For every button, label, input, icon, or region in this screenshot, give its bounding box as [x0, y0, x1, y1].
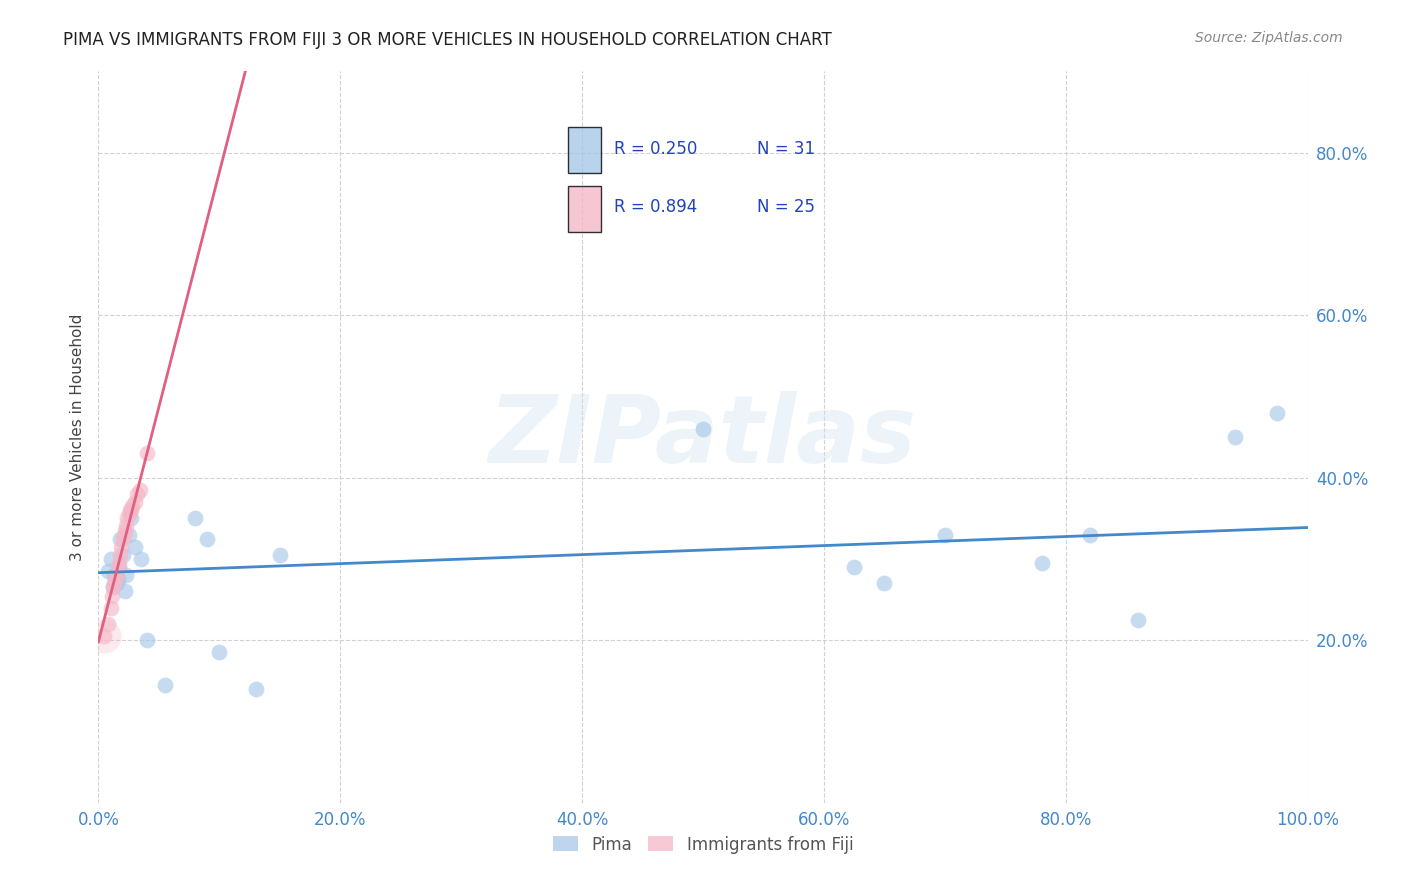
Point — [118, 527, 141, 541]
Point — [101, 581, 124, 595]
Point — [1031, 556, 1053, 570]
Point — [112, 527, 135, 541]
Point — [124, 540, 146, 554]
Point — [195, 532, 218, 546]
Point — [101, 581, 124, 595]
Point — [124, 495, 146, 509]
Point — [103, 576, 125, 591]
Point — [115, 568, 138, 582]
Point — [120, 511, 142, 525]
Point — [184, 511, 207, 525]
Point — [118, 508, 141, 522]
Point — [107, 572, 129, 586]
Point — [208, 645, 231, 659]
Point — [1078, 527, 1101, 541]
Point — [117, 511, 139, 525]
Point — [108, 548, 131, 562]
Point — [127, 487, 149, 501]
Point — [135, 633, 157, 648]
Point — [107, 560, 129, 574]
Point — [1223, 430, 1246, 444]
Point — [1267, 406, 1289, 420]
Y-axis label: 3 or more Vehicles in Household: 3 or more Vehicles in Household — [69, 313, 84, 561]
Point — [104, 572, 127, 586]
Point — [844, 560, 866, 574]
Point — [110, 540, 132, 554]
Point — [245, 681, 267, 696]
Text: PIMA VS IMMIGRANTS FROM FIJI 3 OR MORE VEHICLES IN HOUSEHOLD CORRELATION CHART: PIMA VS IMMIGRANTS FROM FIJI 3 OR MORE V… — [63, 31, 832, 49]
Point — [105, 576, 128, 591]
Point — [692, 422, 714, 436]
Point — [934, 527, 956, 541]
Text: Source: ZipAtlas.com: Source: ZipAtlas.com — [1195, 31, 1343, 45]
Point — [108, 532, 131, 546]
Point — [1128, 613, 1150, 627]
Point — [128, 483, 150, 497]
Point — [153, 678, 176, 692]
Point — [121, 499, 143, 513]
Text: ZIPatlas: ZIPatlas — [489, 391, 917, 483]
Point — [93, 629, 115, 643]
Point — [873, 576, 896, 591]
Point — [111, 548, 134, 562]
Legend: Pima, Immigrants from Fiji: Pima, Immigrants from Fiji — [546, 829, 860, 860]
Point — [108, 560, 131, 574]
Point — [93, 629, 115, 643]
Point — [97, 617, 120, 632]
Point — [114, 524, 136, 538]
Point — [100, 600, 122, 615]
Point — [129, 552, 152, 566]
Point — [114, 584, 136, 599]
Point — [118, 503, 141, 517]
Point — [100, 552, 122, 566]
Point — [100, 589, 122, 603]
Point — [97, 564, 120, 578]
Point — [111, 532, 134, 546]
Point — [120, 503, 142, 517]
Point — [135, 446, 157, 460]
Point — [105, 568, 128, 582]
Point — [269, 548, 291, 562]
Point — [108, 556, 131, 570]
Point — [103, 568, 125, 582]
Point — [115, 519, 138, 533]
